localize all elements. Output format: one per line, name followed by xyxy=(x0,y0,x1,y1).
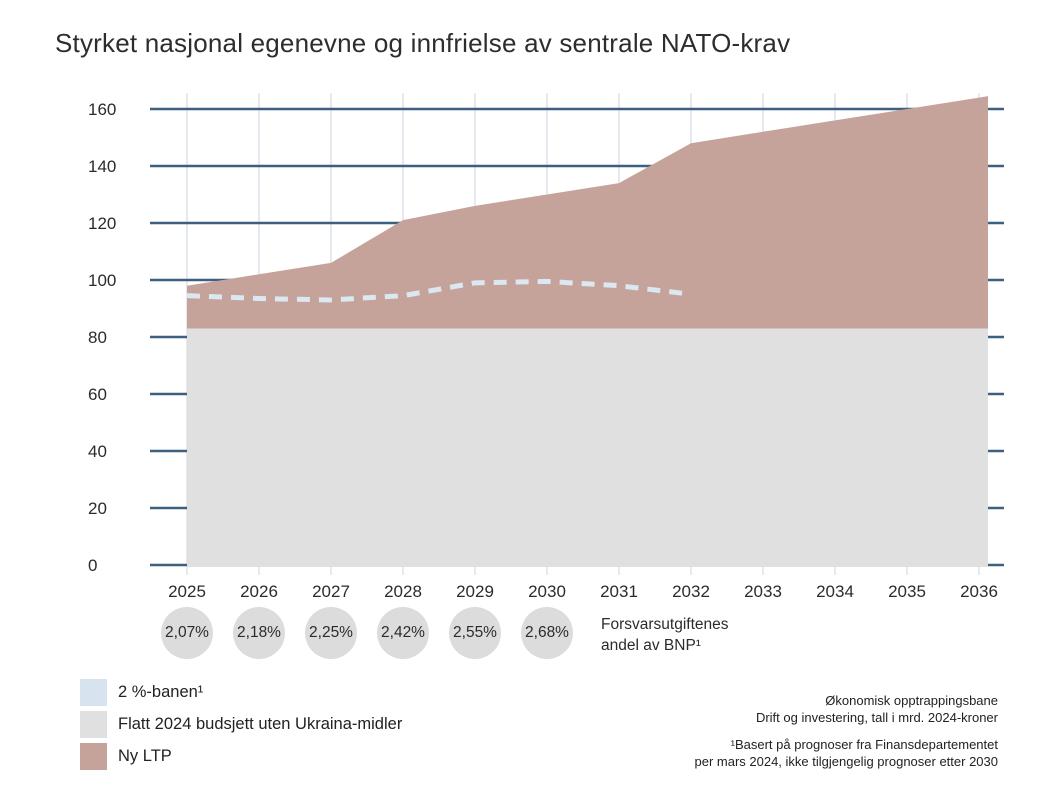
bnp-share-circle: 2,42% xyxy=(377,607,429,659)
x-axis-label: 2031 xyxy=(600,582,638,601)
x-axis-label: 2035 xyxy=(888,582,926,601)
bnp-share-label-line2: andel av BNP¹ xyxy=(601,637,701,654)
x-axis-label: 2029 xyxy=(456,582,494,601)
x-axis-label: 2026 xyxy=(240,582,278,601)
y-axis-label: 20 xyxy=(88,499,107,518)
bnp-share-circle: 2,55% xyxy=(449,607,501,659)
legend-swatch-ny-ltp xyxy=(80,743,107,770)
bnp-share-circle: 2,25% xyxy=(305,607,357,659)
x-axis-label: 2033 xyxy=(744,582,782,601)
x-axis-label: 2032 xyxy=(672,582,710,601)
bnp-share-circle: 2,18% xyxy=(233,607,285,659)
x-axis-label: 2028 xyxy=(384,582,422,601)
legend-item-two-percent: 2 %-banen¹ xyxy=(80,679,402,706)
legend-item-ny-ltp: Ny LTP xyxy=(80,743,402,770)
legend-label-ny-ltp: Ny LTP xyxy=(118,747,172,765)
y-axis-label: 80 xyxy=(88,328,107,347)
source-line1: Økonomisk opptrappingsbane xyxy=(825,693,998,708)
legend: 2 %-banen¹ Flatt 2024 budsjett uten Ukra… xyxy=(80,679,402,770)
footnote-line1: ¹Basert på prognoser fra Finansdeparteme… xyxy=(730,737,998,752)
bnp-share-circle: 2,68% xyxy=(521,607,573,659)
y-axis-label: 0 xyxy=(88,556,97,575)
legend-label-flat-budget: Flatt 2024 budsjett uten Ukraina-midler xyxy=(118,715,403,733)
y-axis-label: 40 xyxy=(88,442,107,461)
x-axis-label: 2027 xyxy=(312,582,350,601)
footnote-line2: per mars 2024, ikke tilgjengelig prognos… xyxy=(694,753,998,769)
x-axis-label: 2036 xyxy=(960,582,998,601)
legend-item-flat-budget: Flatt 2024 budsjett uten Ukraina-midler xyxy=(80,711,402,738)
y-axis-label: 120 xyxy=(88,214,116,233)
x-axis-label: 2025 xyxy=(168,582,206,601)
y-axis-label: 100 xyxy=(88,271,116,290)
bnp-share-circle: 2,07% xyxy=(161,607,213,659)
chart-title: Styrket nasjonal egenevne og innfrielse … xyxy=(55,28,791,58)
y-axis-label: 60 xyxy=(88,385,107,404)
bnp-share-label-line1: Forsvarsutgiftenes xyxy=(601,616,729,633)
y-axis-label: 140 xyxy=(88,157,116,176)
ny-ltp-area xyxy=(187,96,988,329)
source-line2: Drift og investering, tall i mrd. 2024-k… xyxy=(755,709,998,725)
legend-label-two-percent: 2 %-banen¹ xyxy=(118,683,204,701)
x-axis-label: 2030 xyxy=(528,582,566,601)
legend-swatch-flat-budget xyxy=(80,711,107,738)
legend-swatch-two-percent xyxy=(80,679,107,706)
bnp-share-label: Forsvarsutgiftenes andel av BNP¹ xyxy=(601,614,729,656)
flat-budget-area xyxy=(187,328,988,567)
y-axis-label: 160 xyxy=(88,100,116,119)
x-axis-label: 2034 xyxy=(816,582,854,601)
two-percent-dashed-line xyxy=(186,278,692,303)
notes: Økonomisk opptrappingsbane Drift og inve… xyxy=(694,693,998,770)
